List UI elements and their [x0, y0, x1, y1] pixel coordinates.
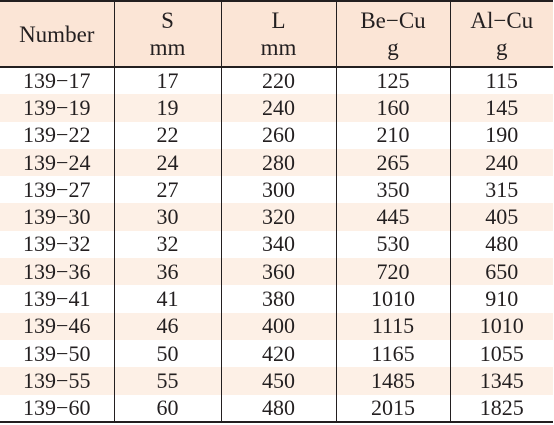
- cell-s: 36: [113, 258, 221, 286]
- cell-number: 139−36: [0, 258, 114, 286]
- cell-alcu: 1055: [449, 339, 553, 368]
- cell-alcu: 1010: [449, 312, 553, 340]
- cell-number: 139−55: [0, 367, 114, 395]
- cell-s: 50: [113, 339, 221, 368]
- cell-becu: 1165: [335, 339, 450, 368]
- cell-becu: 265: [335, 148, 450, 177]
- table-row: 139−22 22 260 210 190: [0, 121, 553, 149]
- cell-l: 260: [220, 121, 336, 149]
- cell-l: 340: [220, 230, 336, 259]
- cell-becu: 160: [335, 94, 450, 122]
- cell-alcu: 240: [449, 148, 553, 177]
- cell-l: 320: [220, 203, 336, 231]
- cell-number: 139−46: [0, 312, 114, 340]
- table-row: 139−50 50 420 1165 1055: [0, 339, 553, 368]
- cell-s: 27: [113, 176, 221, 204]
- cell-s: 17: [113, 67, 221, 95]
- cell-l: 380: [220, 285, 336, 313]
- cell-number: 139−19: [0, 94, 114, 122]
- cell-alcu: 145: [449, 94, 553, 122]
- cell-number: 139−17: [23, 68, 91, 94]
- cell-l: 220: [220, 67, 336, 95]
- cell-becu: 350: [335, 176, 450, 204]
- cell-s: 55: [113, 367, 221, 395]
- table-row: 139−60 60 480 2015 1825: [0, 394, 553, 424]
- cell-alcu: 1825: [449, 394, 553, 424]
- cell-number: 139−60: [0, 394, 114, 424]
- cell-s: 22: [113, 121, 221, 149]
- cell-s: 32: [113, 230, 221, 259]
- cell-l: 360: [220, 258, 336, 286]
- cell-becu: 530: [335, 230, 450, 259]
- table-row: 139−30 30 320 445 405: [0, 203, 553, 231]
- cell-becu: 210: [335, 121, 450, 149]
- cell-becu: 1010: [335, 285, 450, 313]
- table-row: 139−46 46 400 1115 1010: [0, 312, 553, 340]
- cell-s: 46: [113, 312, 221, 340]
- cell-l: 280: [220, 148, 336, 177]
- cell-becu: 445: [335, 203, 450, 231]
- cell-l: 450: [220, 367, 336, 395]
- cell-becu: 1485: [335, 367, 450, 395]
- table-body: 139−17 17 220 125 115 139−19 19 240 160 145 139−…: [0, 67, 553, 424]
- cell-l: 240: [220, 94, 336, 122]
- table-row: 139−24 24 280 265 240: [0, 148, 553, 177]
- table-row: 139−19 19 240 160 145: [0, 94, 553, 122]
- cell-alcu: 910: [449, 285, 553, 313]
- header-alcu: Al−Cu g: [449, 0, 553, 68]
- table-row: 139−17 17 220 125 115: [0, 67, 553, 95]
- cell-becu: 2015: [335, 394, 450, 424]
- cell-becu: 720: [335, 258, 450, 286]
- cell-l: 420: [220, 339, 336, 368]
- cell-alcu: 650: [449, 258, 553, 286]
- cell-alcu: 315: [449, 176, 553, 204]
- cell-number: 139−32: [23, 231, 91, 257]
- cell-s: 41: [113, 285, 221, 313]
- cell-s: 30: [113, 203, 221, 231]
- table-row: 139−55 55 450 1485 1345: [0, 367, 553, 395]
- cell-s: 60: [113, 394, 221, 424]
- table-row: 139−41 41 380 1010 910: [0, 285, 553, 313]
- cell-alcu: 1345: [449, 367, 553, 395]
- cell-number: 139−50: [23, 340, 91, 366]
- cell-number: 139−22: [23, 122, 91, 148]
- cell-number: 139−27: [23, 176, 91, 202]
- cell-alcu: 190: [449, 121, 553, 149]
- header-becu: Be−Cu g: [335, 0, 450, 68]
- cell-l: 300: [220, 176, 336, 204]
- cell-becu: 1115: [335, 312, 450, 340]
- header-number: Number: [0, 0, 114, 68]
- cell-number: 139−30: [0, 203, 114, 231]
- cell-alcu: 480: [449, 230, 553, 259]
- cell-l: 480: [220, 394, 336, 424]
- cell-s: 24: [113, 148, 221, 177]
- cell-becu: 125: [335, 67, 450, 95]
- cell-l: 400: [220, 312, 336, 340]
- cell-alcu: 115: [449, 67, 553, 95]
- table-row: 139−32 32 340 530 480: [0, 230, 553, 259]
- cell-alcu: 405: [449, 203, 553, 231]
- cell-s: 19: [113, 94, 221, 122]
- table-row: 139−27 27 300 350 315: [0, 176, 553, 204]
- table-row: 139−36 36 360 720 650: [0, 258, 553, 286]
- cell-number: 139−41: [23, 286, 91, 312]
- cell-number: 139−24: [0, 148, 114, 177]
